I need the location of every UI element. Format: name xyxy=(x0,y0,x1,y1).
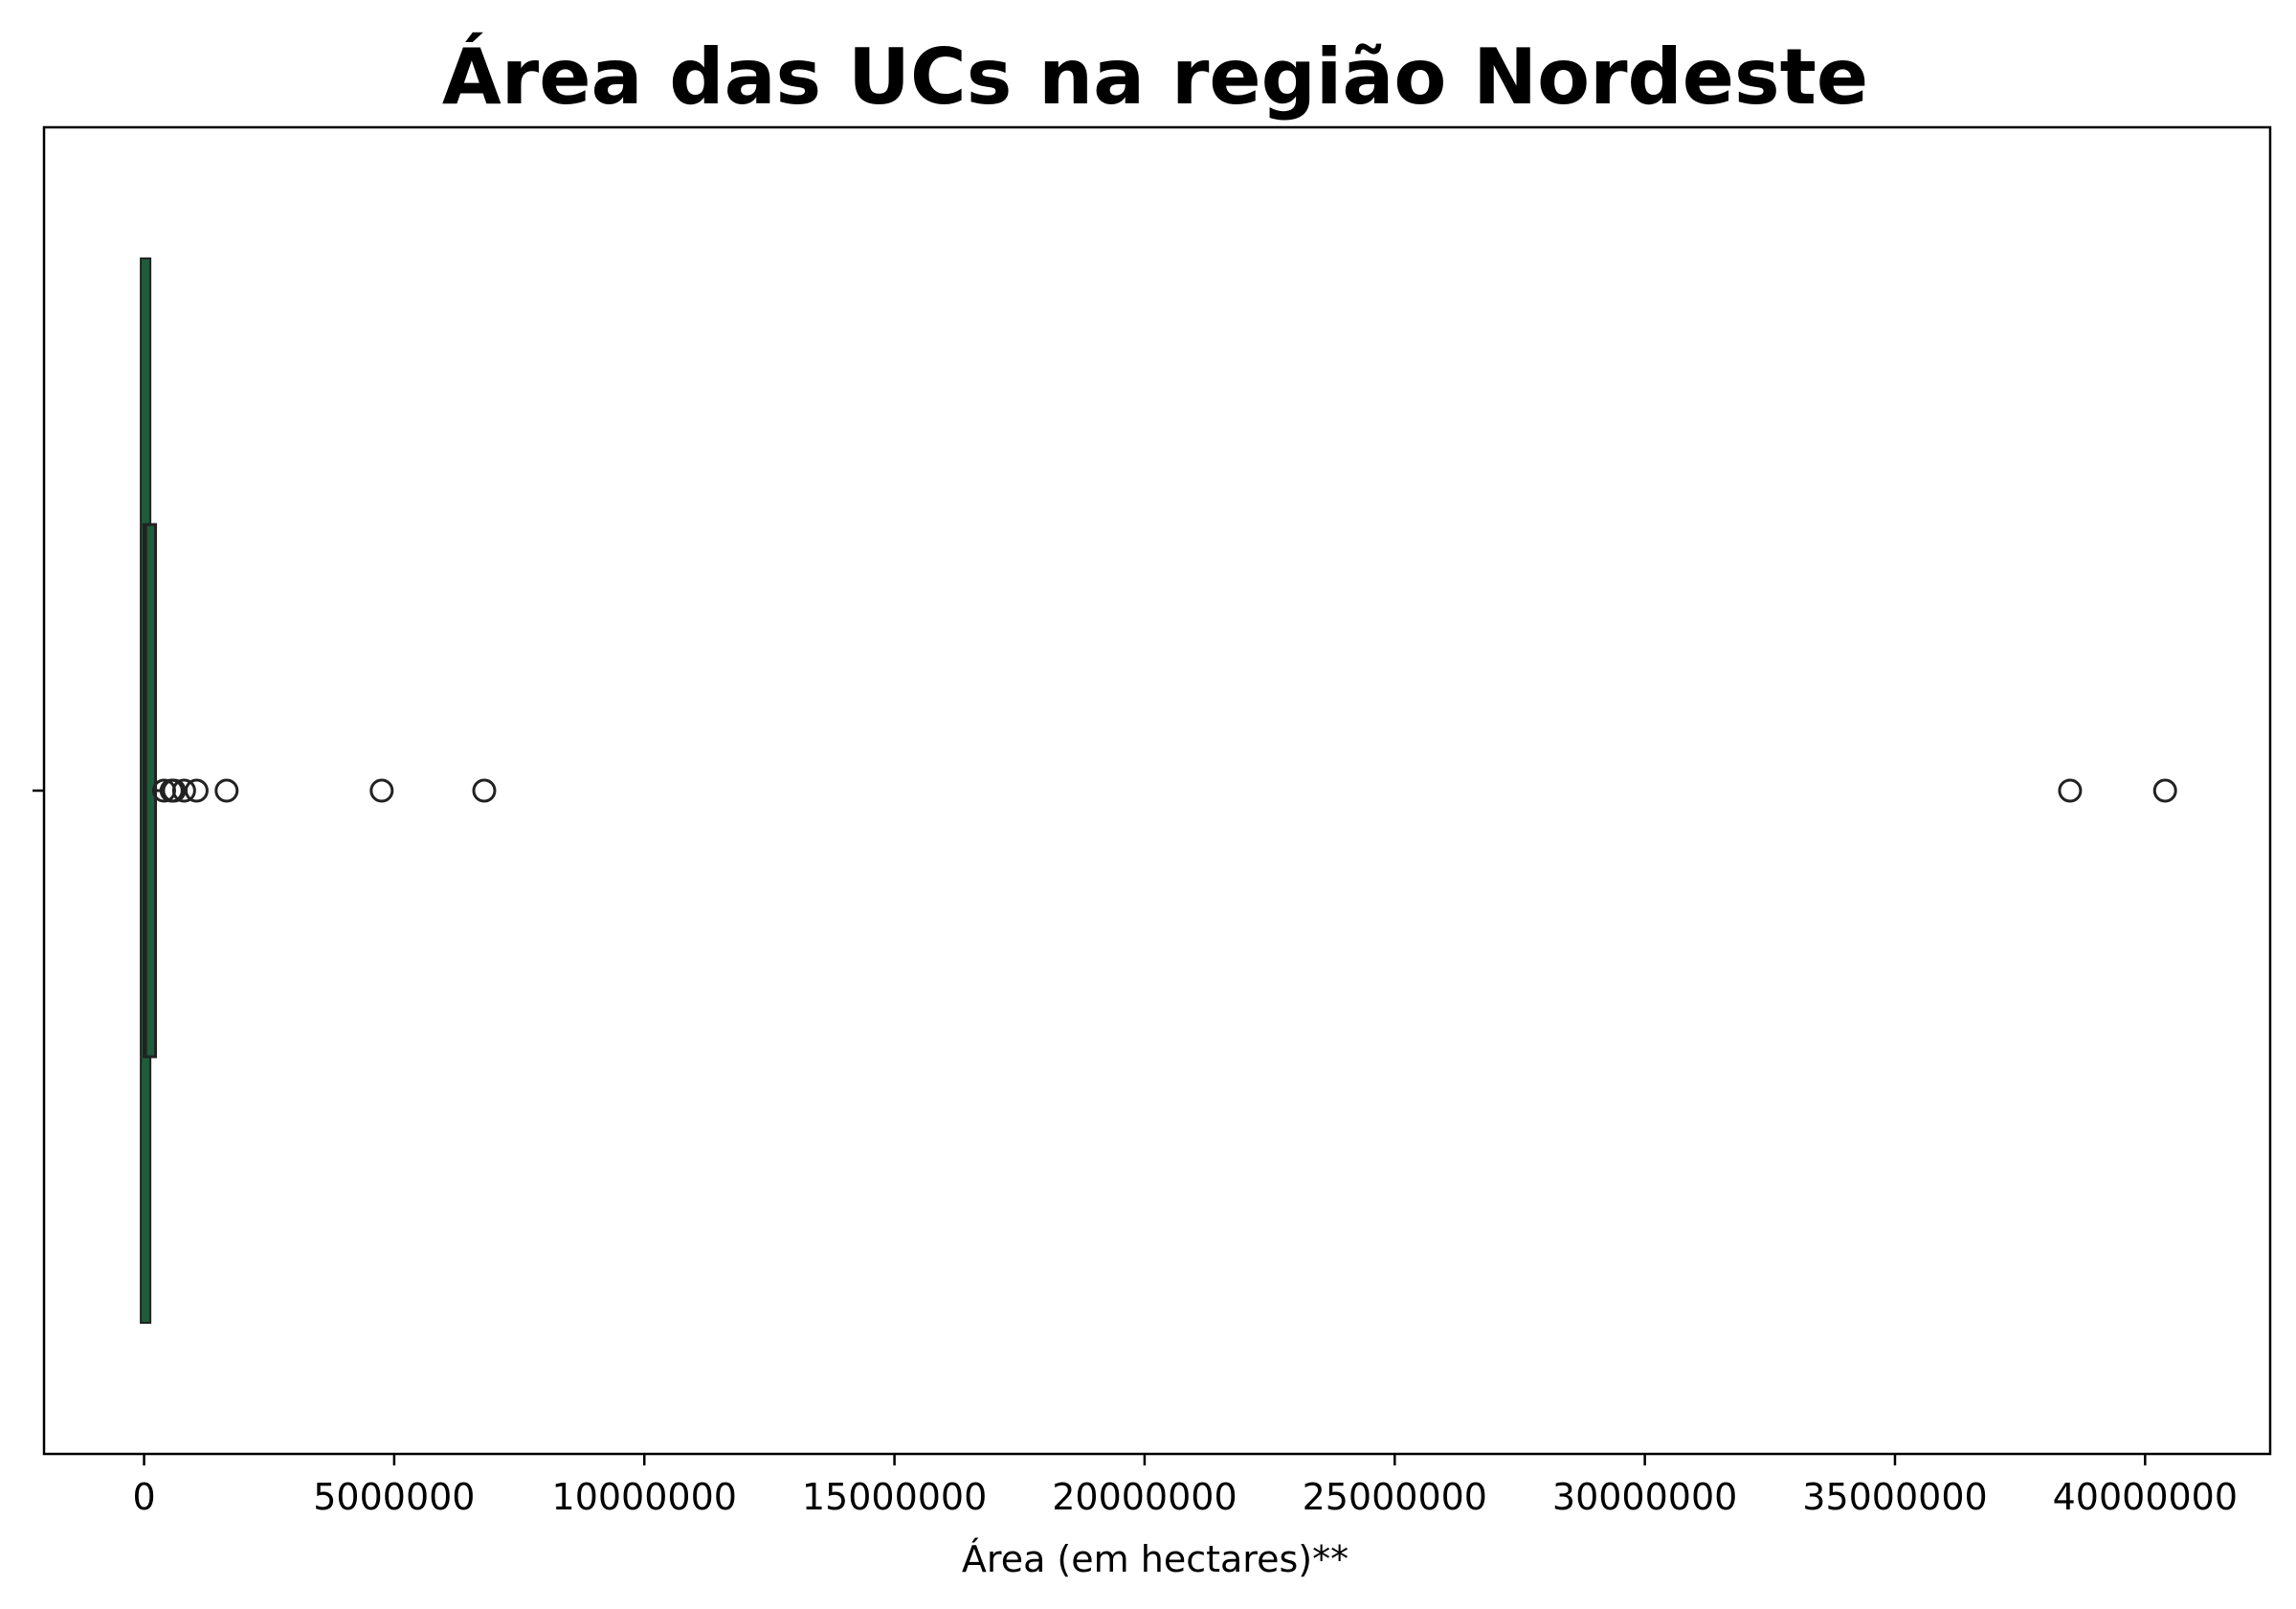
x-tick-label: 30000000 xyxy=(1552,1476,1737,1518)
outlier-point xyxy=(2058,778,2083,803)
x-tick-label: 10000000 xyxy=(552,1476,737,1518)
chart-title: Área das UCs na região Nordeste xyxy=(442,32,1868,122)
outlier-point xyxy=(162,778,187,803)
box-plot xyxy=(140,257,162,1324)
plot-area xyxy=(42,125,2272,1456)
outlier-point xyxy=(472,778,497,803)
outlier-point xyxy=(171,778,196,803)
outlier-point xyxy=(184,778,209,803)
outlier-point xyxy=(369,778,394,803)
x-tick-label: 0 xyxy=(132,1476,155,1518)
x-axis-ticks: 0 5000000 10000000 15000000 20000000 25000000… xyxy=(132,1454,2238,1518)
x-axis-label: Área (em hectares)** xyxy=(962,1538,1349,1580)
x-tick-label: 25000000 xyxy=(1303,1476,1487,1518)
outlier-points xyxy=(151,778,2177,803)
x-tick-label: 20000000 xyxy=(1052,1476,1237,1518)
x-tick-label: 40000000 xyxy=(2053,1476,2238,1518)
outlier-point xyxy=(214,778,239,803)
outlier-point xyxy=(2152,778,2177,803)
x-tick-label: 35000000 xyxy=(1802,1476,1987,1518)
x-tick-label: 15000000 xyxy=(802,1476,987,1518)
x-tick-label: 5000000 xyxy=(313,1476,475,1518)
